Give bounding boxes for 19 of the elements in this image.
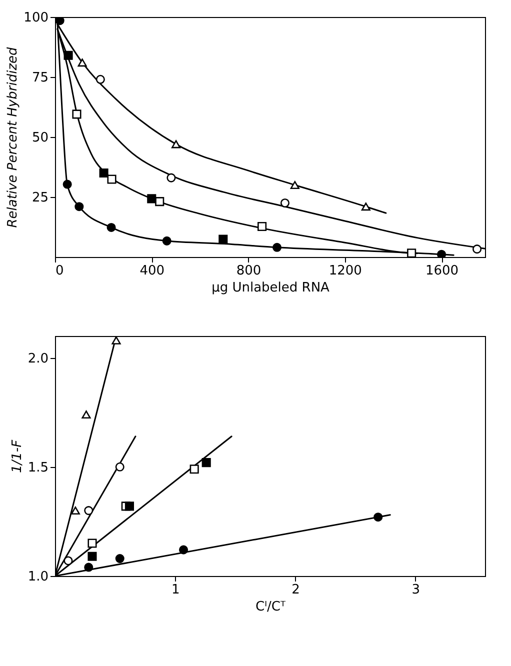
x-tick-label: 1200: [328, 264, 362, 278]
y-tick-label: 1.0: [28, 570, 48, 584]
x-tick-label: 1600: [425, 264, 459, 278]
x-tick-label: 0: [56, 264, 64, 278]
y-tick-label: 2.0: [28, 351, 48, 366]
y-tick-label: 1.5: [28, 460, 48, 476]
x-axis-title: μg Unlabeled RNA: [212, 280, 330, 296]
x-tick-label: 400: [140, 264, 165, 278]
y-tick-label: 50: [32, 130, 48, 146]
y-tick-label: 25: [32, 190, 48, 206]
x-tick-label: 800: [236, 264, 262, 278]
x-tick-label: 3: [412, 582, 420, 598]
x-axis-title: Cᴵ/Cᵀ: [256, 600, 286, 614]
y-axis-title: 1/1-F: [10, 439, 25, 474]
y-axis-title: Relative Percent Hybridized: [6, 46, 21, 228]
y-tick-label: 75: [32, 70, 48, 86]
x-tick-label: 1: [171, 582, 180, 598]
y-tick-label: 100: [24, 10, 48, 26]
x-tick-label: 2: [292, 582, 300, 598]
